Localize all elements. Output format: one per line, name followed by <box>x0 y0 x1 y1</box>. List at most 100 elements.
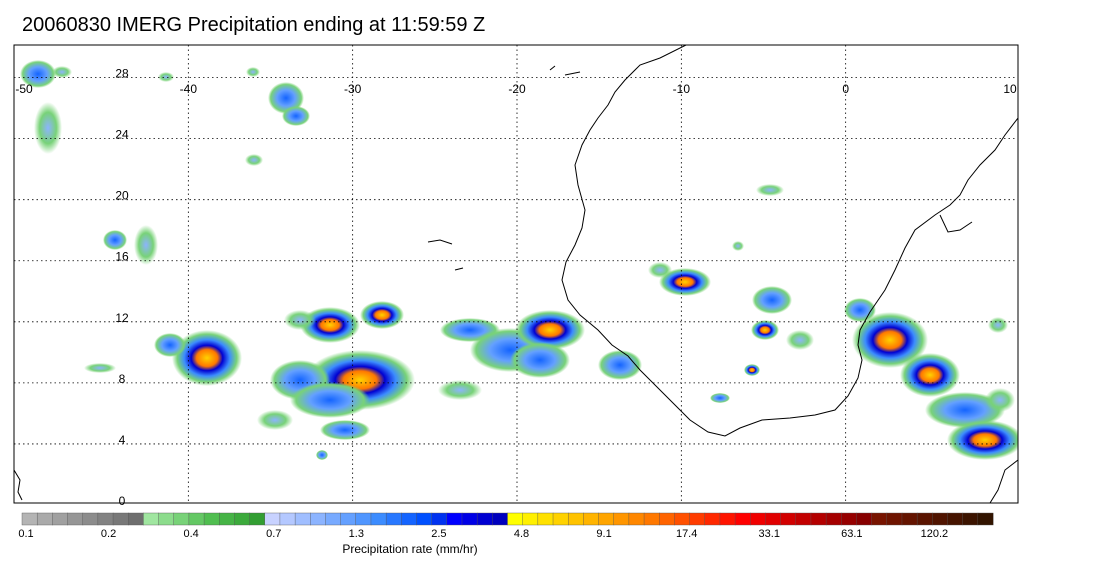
colorbar-swatch <box>188 512 205 526</box>
precipitation-layer <box>20 60 1018 460</box>
longitude-tick-label: -10 <box>673 82 691 96</box>
colorbar-swatch <box>128 512 144 526</box>
map-title: 20060830 IMERG Precipitation ending at 1… <box>22 14 486 36</box>
colorbar-swatch <box>704 512 721 526</box>
colorbar-swatch <box>325 512 342 526</box>
colorbar-swatch <box>841 512 857 526</box>
colorbar-swatch <box>962 512 979 526</box>
latitude-tick-label: 16 <box>115 250 129 264</box>
colorbar-swatch <box>492 512 509 526</box>
colorbar-swatch <box>203 512 220 526</box>
colorbar-swatch <box>143 512 160 526</box>
colorbar-swatch <box>552 512 569 526</box>
colorbar-tick-label: 2.5 <box>431 528 447 540</box>
longitude-tick-label: -20 <box>508 82 526 96</box>
colorbar-tick-label: 1.3 <box>348 528 364 540</box>
colorbar-swatch <box>977 512 994 526</box>
colorbar-swatch <box>385 512 402 526</box>
colorbar-tick-label: 33.1 <box>758 528 780 540</box>
colorbar-tick-label: 0.7 <box>266 528 282 540</box>
colorbar-swatch <box>871 512 888 526</box>
colorbar-swatch <box>234 512 251 526</box>
colorbar-swatch <box>431 512 448 526</box>
longitude-tick-label: -30 <box>344 82 362 96</box>
longitude-tick-label: 0 <box>842 82 849 96</box>
longitude-labels: -50 -40 -30 -20 -10 0 10 <box>15 82 1017 96</box>
coastline <box>14 45 1018 503</box>
colorbar-swatch <box>310 512 326 526</box>
colorbar-swatch <box>461 512 478 526</box>
colorbar-swatch <box>567 512 584 526</box>
colorbar-swatch <box>537 512 554 526</box>
colorbar-swatch <box>446 512 463 526</box>
colorbar-swatch <box>689 512 706 526</box>
colorbar-swatch <box>370 512 387 526</box>
colorbar-swatch <box>264 512 281 526</box>
colorbar-swatch <box>97 512 114 526</box>
colorbar-swatch <box>507 512 524 526</box>
longitude-tick-label: 10 <box>1003 82 1017 96</box>
colorbar-swatch <box>613 512 630 526</box>
colorbar-swatch <box>856 512 873 526</box>
colorbar <box>21 512 994 526</box>
colorbar-swatch <box>795 512 812 526</box>
longitude-tick-label: -40 <box>180 82 198 96</box>
latitude-tick-label: 4 <box>119 433 126 447</box>
latitude-tick-label: 24 <box>115 128 129 142</box>
colorbar-swatch <box>659 512 675 526</box>
colorbar-tick-label: 0.4 <box>183 528 199 540</box>
colorbar-swatch <box>901 512 918 526</box>
latitude-tick-label: 8 <box>119 372 126 386</box>
latitude-tick-label: 0 <box>119 494 126 508</box>
latitude-labels: 0 4 8 12 16 20 24 28 <box>115 67 129 508</box>
colorbar-tick-label: 0.1 <box>18 528 34 540</box>
colorbar-swatch <box>628 512 645 526</box>
colorbar-swatch <box>340 512 357 526</box>
map-frame <box>13 44 1019 504</box>
latitude-tick-label: 20 <box>115 189 129 203</box>
colorbar-swatch <box>112 512 129 526</box>
colorbar-swatch <box>249 512 266 526</box>
colorbar-swatch <box>932 512 948 526</box>
colorbar-swatch <box>279 512 296 526</box>
colorbar-swatch <box>916 512 933 526</box>
colorbar-tick-label: 63.1 <box>841 528 863 540</box>
colorbar-swatch <box>401 512 417 526</box>
colorbar-swatch <box>598 512 615 526</box>
colorbar-swatch <box>810 512 827 526</box>
colorbar-swatch <box>643 512 660 526</box>
colorbar-swatch <box>476 512 493 526</box>
latitude-tick-label: 28 <box>115 67 129 81</box>
colorbar-swatch <box>158 512 175 526</box>
longitude-tick-label: -50 <box>15 82 33 96</box>
colorbar-swatch <box>82 512 99 526</box>
colorbar-swatch <box>173 512 190 526</box>
colorbar-swatch <box>780 512 797 526</box>
colorbar-swatch <box>886 512 903 526</box>
colorbar-swatch <box>583 512 600 526</box>
latitude-tick-label: 12 <box>115 311 129 325</box>
colorbar-swatch <box>750 512 766 526</box>
colorbar-swatch <box>947 512 964 526</box>
colorbar-title: Precipitation rate (mm/hr) <box>342 542 478 556</box>
colorbar-swatch <box>416 512 433 526</box>
colorbar-swatch <box>825 512 842 526</box>
colorbar-swatch <box>734 512 751 526</box>
colorbar-swatch <box>522 512 539 526</box>
colorbar-swatch <box>294 512 311 526</box>
colorbar-tick-label: 120.2 <box>920 528 949 540</box>
colorbar-swatch <box>21 512 38 526</box>
colorbar-swatch <box>765 512 782 526</box>
colorbar-tick-label: 17.4 <box>675 528 698 540</box>
colorbar-tick-label: 9.1 <box>596 528 612 540</box>
colorbar-swatch <box>674 512 691 526</box>
colorbar-swatch <box>355 512 372 526</box>
colorbar-tick-label: 0.2 <box>100 528 117 540</box>
colorbar-swatch <box>52 512 69 526</box>
colorbar-swatch <box>719 512 736 526</box>
colorbar-tick-label: 4.8 <box>513 528 530 540</box>
colorbar-swatch <box>36 512 53 526</box>
colorbar-swatch <box>67 512 84 526</box>
colorbar-swatch <box>219 512 235 526</box>
